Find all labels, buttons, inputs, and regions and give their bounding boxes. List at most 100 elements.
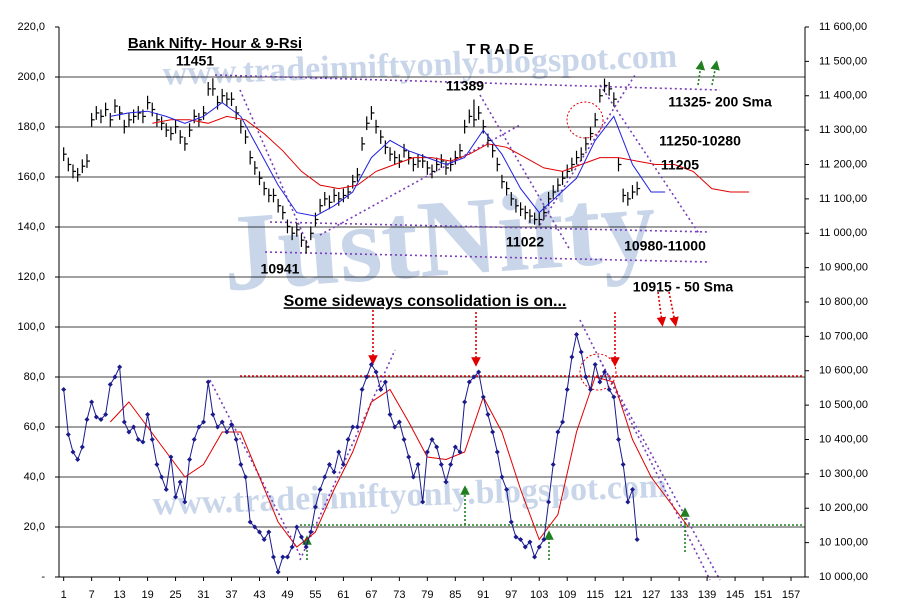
y2-tick-label: 11 300,00	[819, 124, 867, 136]
y2-tick-label: 11 100,00	[819, 193, 867, 205]
rsi-point	[387, 412, 393, 417]
x-tick-label: 31	[197, 589, 209, 601]
rsi-point	[602, 369, 608, 375]
y2-tick-label: 11 200,00	[819, 158, 867, 170]
rsi-point	[107, 382, 113, 387]
y-tick-label: 60,0	[24, 421, 45, 433]
rsi-point	[396, 419, 402, 425]
x-tick-label: 139	[698, 589, 716, 601]
rsi-point	[89, 399, 95, 405]
x-tick-label: 85	[449, 589, 461, 601]
rsi-point	[243, 474, 248, 480]
rsi-point	[163, 487, 169, 492]
rsi-point	[597, 379, 603, 385]
rsi-point	[270, 554, 276, 560]
rsi-point	[457, 449, 463, 455]
rsi-point	[518, 537, 524, 542]
y-tick-label: 40,0	[24, 471, 45, 483]
rsi-point	[588, 387, 594, 392]
rsi-point	[98, 417, 104, 422]
y2-tick-label: 10 100,00	[819, 537, 868, 549]
annotation: 11325- 200 Sma	[668, 94, 772, 110]
rsi-point	[61, 387, 67, 392]
y-tick-label: 220,0	[17, 21, 45, 33]
rsi-point	[378, 387, 384, 392]
rsi-point	[191, 437, 197, 442]
rsi-point	[117, 364, 123, 370]
trend-lines	[209, 74, 803, 581]
rsi-point	[261, 537, 267, 542]
x-tick-label: 25	[169, 589, 181, 601]
rsi-point	[79, 444, 85, 450]
annotation: 10941	[261, 261, 300, 277]
rsi-point	[229, 422, 235, 427]
y2-tick-label: 10 400,00	[819, 433, 868, 445]
x-tick-label: 127	[642, 589, 660, 601]
rsi-point	[219, 419, 225, 425]
rsi-point	[359, 387, 365, 392]
rsi-point	[215, 424, 221, 430]
y2-tick-label: 10 500,00	[819, 399, 868, 411]
rsi-point	[187, 457, 193, 462]
rsi-point	[275, 569, 281, 575]
rsi-point	[476, 369, 482, 375]
rsi-point	[634, 537, 640, 542]
y2-tick-label: 10 800,00	[819, 296, 868, 308]
x-tick-label: 49	[281, 589, 293, 601]
rsi-point	[629, 487, 635, 492]
rsi-point	[75, 457, 81, 462]
x-tick-label: 13	[113, 589, 125, 601]
rsi-point	[485, 412, 491, 417]
rsi-point	[611, 394, 617, 400]
chart-title: Bank Nifty- Hour & 9-Rsi	[128, 35, 302, 52]
rsi-point	[303, 544, 309, 550]
y2-tick-label: 11 500,00	[819, 55, 867, 67]
rsi-point	[606, 387, 612, 392]
annotation: 11205	[661, 157, 699, 173]
rsi-point	[84, 417, 90, 422]
rsi-point	[452, 444, 458, 450]
rsi-point	[532, 554, 538, 560]
rsi-point	[173, 494, 179, 500]
rsi-point	[331, 469, 337, 475]
rsi-point	[513, 534, 519, 540]
annotation: T R A D E	[466, 41, 533, 58]
rsi-point	[490, 429, 496, 435]
x-tick-label: 61	[337, 589, 349, 601]
rsi-point	[121, 419, 127, 425]
labels: - 20,0 40,0 60,0 80,0 100,0 120,0 140,0 160,0 180…	[17, 21, 867, 601]
y-tick-label: 180,0	[17, 121, 45, 133]
y2-tick-label: 10 200,00	[819, 502, 868, 514]
x-tick-label: 43	[253, 589, 265, 601]
rsi-point	[382, 379, 388, 385]
rsi-point	[196, 424, 202, 430]
rsi-point	[317, 487, 323, 492]
rsi-point	[583, 374, 589, 380]
rsi-point	[159, 474, 165, 480]
y-tick-label: 20,0	[24, 521, 45, 533]
rsi-point	[368, 362, 374, 367]
y2-tick-label: 10 900,00	[819, 262, 868, 274]
rsi-point	[364, 374, 370, 380]
annotation: 11022	[506, 234, 544, 250]
rsi-point	[280, 554, 286, 560]
rsi-point	[616, 437, 621, 442]
rsi-point	[527, 539, 533, 545]
rsi-point	[326, 462, 332, 467]
y2-tick-label: 10 600,00	[819, 365, 868, 377]
rsi-point	[471, 374, 477, 380]
rsi-point	[508, 519, 514, 525]
rsi-point	[448, 462, 454, 467]
y-tick-label: 200,0	[17, 71, 45, 83]
rsi-point	[168, 454, 174, 460]
rsi-point	[140, 439, 146, 445]
rsi-point	[592, 362, 598, 367]
rsi-point	[340, 462, 346, 467]
rsi-point	[205, 379, 211, 385]
y-tick-label: 120,0	[17, 271, 45, 283]
rsi-point	[429, 437, 435, 442]
rsi-point	[424, 449, 430, 455]
rsi-point	[415, 462, 421, 467]
rsi-point	[555, 429, 561, 435]
